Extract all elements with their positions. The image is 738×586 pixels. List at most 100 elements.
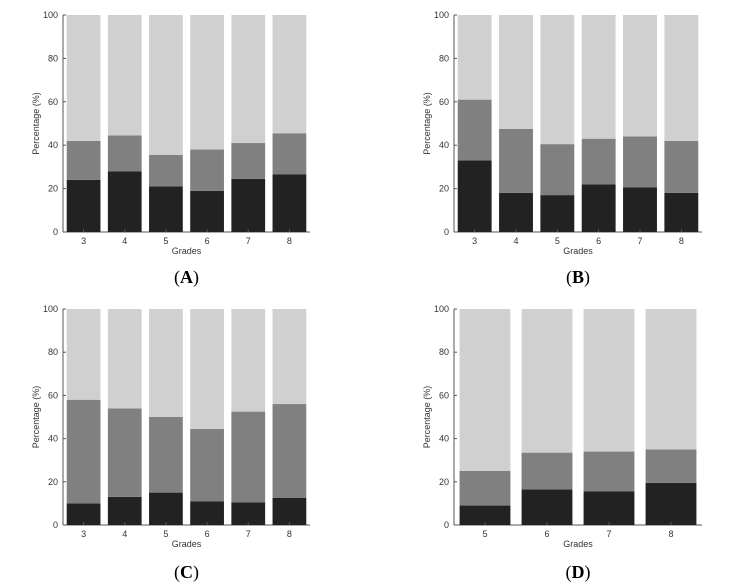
bar-segment-middle [107, 135, 142, 172]
bar-segment-top [149, 309, 183, 417]
bar-segment-top [66, 309, 101, 400]
y-tick-label: 80 [439, 53, 449, 63]
y-tick-label: 60 [48, 390, 58, 400]
bar-segment-middle [623, 136, 657, 188]
y-tick-label: 20 [439, 477, 449, 487]
bar-segment-top [190, 15, 224, 150]
bar-segment-top [583, 309, 635, 452]
x-tick-label: 7 [637, 236, 642, 246]
panel-label: (C) [174, 562, 199, 583]
x-tick-label: 6 [205, 529, 210, 539]
bar-segment-middle [190, 428, 224, 502]
bar-segment-middle [581, 138, 616, 185]
bar-segment-bottom [540, 195, 575, 232]
x-tick-label: 7 [246, 529, 251, 539]
x-tick-label: 5 [555, 236, 560, 246]
y-tick-label: 100 [43, 304, 58, 314]
bar-segment-middle [149, 154, 183, 187]
bar-segment-bottom [231, 178, 266, 232]
bar-segment-middle [107, 408, 142, 497]
x-tick-label: 4 [122, 529, 127, 539]
x-tick-label: 6 [544, 529, 549, 539]
bar-segment-bottom [149, 492, 183, 525]
bar-segment-middle [231, 411, 266, 503]
bar-segment-bottom [583, 491, 635, 525]
x-tick-label: 6 [596, 236, 601, 246]
y-tick-label: 60 [439, 97, 449, 107]
y-tick-label: 0 [444, 227, 449, 237]
bar-segment-bottom [272, 174, 307, 232]
bar-segment-bottom [521, 489, 573, 525]
bar-segment-top [231, 15, 266, 144]
panel-label: (B) [566, 267, 590, 288]
bar-segment-middle [272, 133, 307, 175]
x-tick-label: 8 [679, 236, 684, 246]
y-tick-label: 80 [439, 347, 449, 357]
bar-segment-top [623, 15, 657, 137]
x-tick-label: 8 [668, 529, 673, 539]
bar-segment-bottom [107, 171, 142, 232]
y-tick-label: 80 [48, 347, 58, 357]
bar-segment-middle [66, 399, 101, 504]
x-tick-label: 7 [606, 529, 611, 539]
y-tick-label: 80 [48, 53, 58, 63]
bar-segment-bottom [645, 482, 697, 525]
chart-panel-b: 0 20 40 60 80 100 3 4 5 6 7 8 Grades Percentage (%) (B… [422, 10, 702, 288]
y-tick-label: 40 [439, 434, 449, 444]
bar-segment-top [664, 15, 699, 141]
bar-segment-bottom [190, 190, 224, 232]
bar-segment-top [107, 15, 142, 136]
bar-segment-middle [583, 451, 635, 492]
bar-segment-middle [521, 452, 573, 490]
panel-label: (D) [566, 562, 591, 583]
y-tick-label: 60 [48, 97, 58, 107]
y-tick-label: 40 [48, 434, 58, 444]
x-tick-label: 8 [287, 529, 292, 539]
x-tick-label: 4 [122, 236, 127, 246]
y-tick-label: 40 [48, 140, 58, 150]
chart-panel-c: 0 20 40 60 80 100 3 4 5 6 7 8 Grades Percentage (%) (C… [31, 304, 310, 583]
bar-segment-middle [645, 449, 697, 483]
y-axis-title: Percentage (%) [422, 386, 432, 449]
x-tick-label: 4 [513, 236, 518, 246]
x-axis-title: Grades [563, 539, 593, 549]
bar-segment-bottom [107, 496, 142, 525]
x-tick-label: 3 [81, 529, 86, 539]
bar-segment-top [521, 309, 573, 453]
x-tick-label: 5 [482, 529, 487, 539]
bar-segment-middle [499, 128, 533, 193]
y-tick-label: 100 [43, 10, 58, 20]
bar-segment-top [272, 309, 307, 405]
bar-segment-middle [540, 144, 575, 196]
x-axis-title: Grades [563, 246, 593, 256]
bar-segment-bottom [149, 186, 183, 232]
x-tick-label: 3 [81, 236, 86, 246]
y-tick-label: 100 [434, 304, 449, 314]
bar-segment-top [231, 309, 266, 412]
bar-segment-bottom [190, 501, 224, 525]
x-tick-label: 6 [205, 236, 210, 246]
bar-segment-top [149, 15, 183, 155]
y-axis-title: Percentage (%) [422, 92, 432, 155]
bar-segment-top [457, 15, 492, 100]
bar-segment-middle [457, 99, 492, 161]
bar-segment-bottom [459, 505, 511, 525]
x-tick-label: 5 [163, 529, 168, 539]
bar-segment-middle [459, 471, 511, 506]
bar-segment-top [459, 309, 511, 471]
bar-segment-bottom [623, 187, 657, 232]
bar-segment-middle [664, 140, 699, 193]
bar-segment-middle [231, 143, 266, 179]
bar-segment-bottom [272, 498, 307, 525]
bar-segment-top [272, 15, 307, 134]
bar-segment-bottom [231, 502, 266, 525]
y-tick-label: 20 [439, 184, 449, 194]
bar-segment-middle [272, 404, 307, 498]
bar-segment-bottom [664, 192, 699, 232]
x-tick-label: 8 [287, 236, 292, 246]
bar-segment-top [107, 309, 142, 409]
x-tick-label: 7 [246, 236, 251, 246]
bar-segment-top [581, 15, 616, 139]
chart-panel-a: 0 20 40 60 80 100 3 4 5 6 7 8 Grades Percentage (%) (A… [31, 10, 310, 288]
